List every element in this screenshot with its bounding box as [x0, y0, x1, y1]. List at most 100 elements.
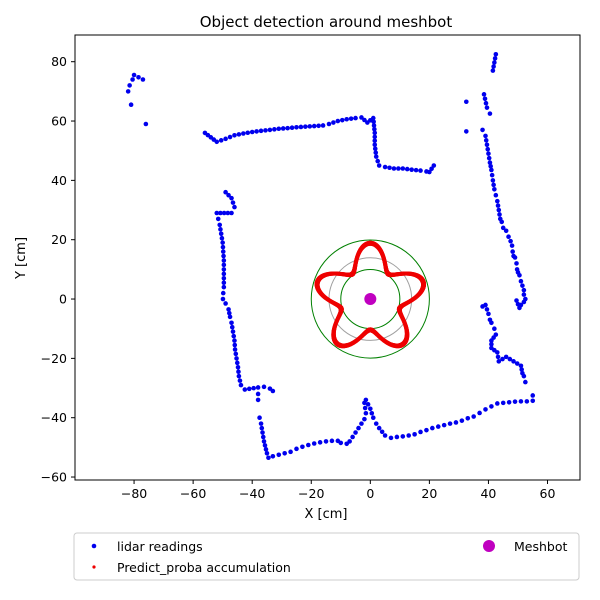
meshbot-marker [364, 293, 377, 306]
lidar-point [236, 373, 242, 379]
lidar-point [400, 166, 406, 171]
lidar-point [376, 163, 382, 168]
lidar-point [485, 146, 491, 152]
lidar-point [255, 397, 261, 403]
legend-label-meshbot: Meshbot [514, 539, 567, 554]
lidar-point [235, 364, 241, 370]
lidar-point [373, 150, 379, 155]
lidar-point [511, 359, 516, 364]
lidar-point [372, 134, 378, 140]
lidar-point [492, 326, 497, 332]
lidar-point [490, 68, 496, 73]
lidar-point [220, 240, 225, 245]
lidar-point [221, 280, 227, 286]
lidar-point [499, 219, 505, 225]
lidar-point [489, 404, 494, 409]
lidar-point [227, 310, 232, 316]
lidar-point [506, 399, 512, 405]
lidar-point [484, 142, 490, 148]
lidar-point [424, 427, 429, 433]
lidar-point [218, 210, 223, 216]
lidar-point [372, 146, 378, 152]
lidar-point [379, 429, 385, 435]
lidar-point [249, 129, 255, 135]
lidar-point [409, 167, 414, 172]
lidar-point [217, 222, 223, 228]
lidar-point [128, 102, 134, 108]
lidar-point [280, 126, 286, 131]
lidar-point [344, 116, 349, 122]
lidar-point [136, 74, 141, 80]
lidar-point [263, 447, 269, 452]
lidar-point [226, 192, 231, 198]
lidar-point [254, 129, 259, 134]
lidar-point [363, 410, 369, 416]
lidar-point [418, 168, 423, 173]
lidar-point [220, 249, 226, 254]
y-axis-label: Y [cm] [14, 237, 29, 280]
x-tick-label: 0 [366, 486, 374, 501]
lidar-point [323, 439, 329, 444]
lidar-point [500, 225, 506, 231]
lidar-point [263, 128, 268, 133]
lidar-point [521, 287, 527, 293]
lidar-point [227, 314, 233, 320]
lidar-point [236, 369, 241, 375]
lidar-point [131, 72, 137, 78]
lidar-point [373, 421, 379, 426]
lidar-point [387, 165, 392, 171]
lidar-point [218, 227, 223, 232]
lidar-point [303, 124, 308, 129]
lidar-point [465, 415, 471, 421]
plot-frame [74, 34, 581, 481]
x-tick-label: −20 [298, 486, 324, 501]
x-tick-label: 60 [540, 486, 556, 501]
x-axis-ticks: −80 −60 −40 −20 0 20 40 60 [121, 480, 556, 501]
lidar-point [230, 329, 236, 334]
lidar-point [221, 271, 227, 277]
lidar-point [464, 129, 469, 134]
lidar-point [339, 117, 345, 123]
lidar-point [338, 440, 344, 446]
lidar-point [221, 275, 227, 281]
lidar-point [220, 290, 226, 296]
lidar-point [300, 444, 305, 450]
lidar-point [489, 341, 494, 347]
lidar-point [220, 244, 226, 250]
lidar-point [229, 210, 234, 216]
lidar-point [232, 342, 238, 348]
lidar-point [130, 77, 135, 82]
lidar-point [359, 421, 364, 426]
lidar-point [221, 262, 227, 268]
lidar-point [348, 116, 354, 121]
lidar-point [495, 401, 500, 406]
lidar-point [232, 132, 237, 138]
lidar-point [331, 120, 336, 125]
lidar-point [509, 243, 515, 248]
lidar-point [276, 452, 282, 458]
lidar-point [229, 324, 235, 330]
lidar-point [241, 131, 246, 136]
lidar-point [234, 356, 239, 361]
lidar-point [514, 261, 519, 266]
lidar-point [453, 420, 459, 425]
lidar-point [372, 126, 377, 132]
lidar-point [490, 178, 496, 183]
lidar-point [488, 163, 493, 169]
lidar-point [495, 198, 500, 204]
lidar-point [223, 301, 228, 306]
lidar-point [431, 163, 437, 168]
lidar-point [489, 167, 494, 173]
lidar-point [492, 186, 497, 192]
lidar-point [362, 405, 368, 411]
lidar-point [396, 166, 401, 171]
circle-circle-outer [310, 239, 430, 359]
lidar-point [506, 234, 511, 240]
lidar-point [518, 363, 524, 369]
lidar-point [223, 189, 228, 195]
lidar-point [232, 347, 238, 352]
lidar-point [496, 207, 502, 213]
lidar-point [500, 400, 506, 406]
lidar-point [282, 451, 287, 456]
lidar-point [530, 398, 536, 404]
